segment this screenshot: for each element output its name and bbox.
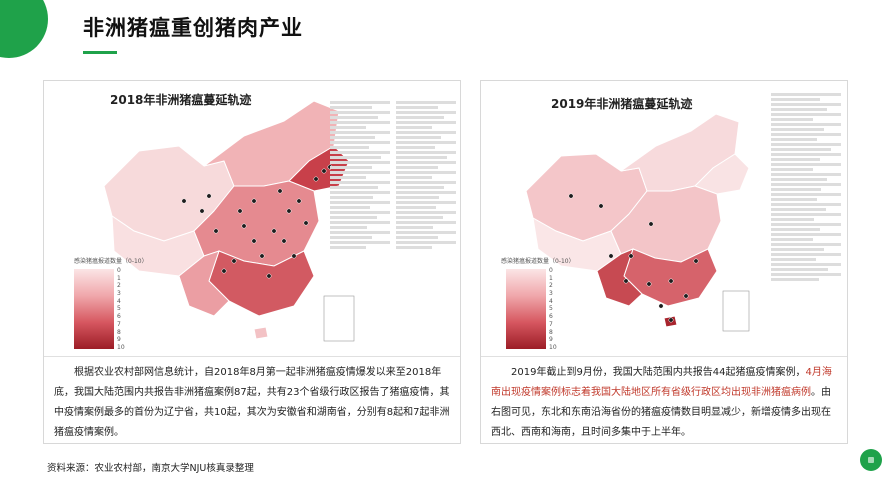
china-map-2018 — [103, 100, 355, 342]
outbreak-marker — [199, 208, 205, 214]
map-inset-south-sea — [722, 290, 750, 332]
outbreak-marker — [221, 268, 227, 274]
legend-colorbar-2019 — [506, 269, 546, 349]
outbreak-marker — [237, 208, 243, 214]
outbreak-marker — [668, 317, 674, 323]
outbreak-marker — [568, 193, 574, 199]
outbreak-marker — [291, 253, 297, 259]
caption-text-2018: 根据农业农村部网信息统计，自2018年8月第一起非洲猪瘟疫情爆发以来至2018年… — [54, 367, 450, 438]
outbreak-marker — [683, 293, 689, 299]
outbreak-marker — [648, 221, 654, 227]
map-inset-south-sea — [323, 295, 355, 342]
map-region-hainan — [253, 326, 269, 340]
map-region-southwest — [178, 250, 230, 317]
legend-title-2018: 感染猪瘟报道数量（0-10） — [74, 258, 148, 265]
outbreak-marker — [266, 273, 272, 279]
legend-title-2019: 感染猪瘟报道数量（0-10） — [501, 258, 575, 265]
outbreak-marker — [623, 278, 629, 284]
outbreak-marker — [286, 208, 292, 214]
outbreak-marker — [281, 238, 287, 244]
outbreak-marker — [658, 303, 664, 309]
outbreak-marker — [668, 278, 674, 284]
title-underline — [83, 51, 117, 54]
outbreak-marker — [259, 253, 265, 259]
outbreak-marker — [608, 253, 614, 259]
outbreak-marker — [303, 220, 309, 226]
map-title-2018: 2018年非洲猪瘟蔓延轨迹 — [110, 93, 252, 107]
outbreak-marker — [646, 281, 652, 287]
page-title: 非洲猪瘟重创猪肉产业 — [83, 16, 303, 40]
outbreak-marker — [241, 223, 247, 229]
outbreak-marker — [231, 258, 237, 264]
map-region-southwest — [596, 248, 643, 307]
caption-text-2019-part2: 。由右图可见，东北和东南沿海省份的猪瘟疫情数目明显减少，新增疫情多出现在西北、西… — [491, 387, 831, 438]
caption-2019: 2019年截止到9月份，我国大陆范围内共报告44起猪瘟疫情案例，4月海南出现疫情… — [481, 356, 847, 443]
outbreak-marker — [296, 198, 302, 204]
source-note: 资料来源：农业农村部，南京大学NJU核真录整理 — [47, 463, 254, 474]
outbreak-marker — [213, 228, 219, 234]
outbreak-marker — [598, 203, 604, 209]
timeline-list-2018 — [330, 101, 456, 331]
caption-2018: 根据农业农村部网信息统计，自2018年8月第一起非洲猪瘟疫情爆发以来至2018年… — [44, 356, 460, 443]
china-map-2019 — [525, 113, 750, 332]
outbreak-marker — [321, 168, 327, 174]
caption-text-2019-highlight: 4月海南出现疫情案例标志着我国大陆地区所有省级行政区均出现非洲猪瘟病例 — [491, 367, 832, 398]
legend-colorbar-2018 — [74, 269, 114, 349]
legend-ticks-2019: 0 1 2 3 4 5 6 7 8 9 10 — [549, 267, 557, 351]
outbreak-marker — [313, 176, 319, 182]
outbreak-marker — [693, 258, 699, 264]
outbreak-marker — [628, 253, 634, 259]
caption-text-2019-part1: 2019年截止到9月份，我国大陆范围内共报告44起猪瘟疫情案例， — [511, 367, 806, 378]
outbreak-marker — [206, 193, 212, 199]
outbreak-marker — [181, 198, 187, 204]
timeline-list-2019 — [771, 93, 841, 343]
outbreak-marker — [271, 228, 277, 234]
map-title-2019: 2019年非洲猪瘟蔓延轨迹 — [551, 97, 693, 111]
outbreak-marker — [251, 238, 257, 244]
slide-nav-button[interactable] — [860, 449, 882, 471]
outbreak-marker — [277, 188, 283, 194]
corner-logo-arc — [0, 0, 48, 58]
outbreak-marker — [251, 198, 257, 204]
legend-ticks-2018: 0 1 2 3 4 5 6 7 8 9 10 — [117, 267, 125, 351]
